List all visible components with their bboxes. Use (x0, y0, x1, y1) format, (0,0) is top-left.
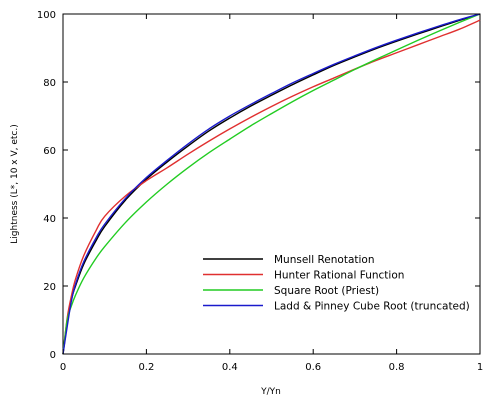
y-tick-label: 80 (43, 78, 56, 89)
x-tick-label: 1 (477, 362, 483, 373)
legend-label: Hunter Rational Function (274, 270, 404, 282)
x-tick-label: 0.4 (222, 362, 238, 373)
x-tick-label: 0.6 (305, 362, 321, 373)
y-tick-label: 100 (37, 10, 56, 21)
legend-label: Square Root (Priest) (274, 285, 379, 297)
y-tick-label: 40 (43, 214, 56, 225)
x-tick-label: 0.2 (138, 362, 154, 373)
x-tick-label: 0.8 (389, 362, 405, 373)
legend: Munsell Renotation Hunter Rational Functi… (203, 254, 470, 313)
y-tick-label: 20 (43, 282, 56, 293)
legend-label: Ladd & Pinney Cube Root (truncated) (274, 301, 470, 313)
ticks-group (62, 13, 481, 355)
y-tick-label: 0 (50, 350, 56, 361)
series-line-3 (62, 13, 481, 355)
legend-label: Munsell Renotation (274, 254, 375, 266)
tick-labels-group: 0 0.2 0.4 0.6 0.8 1 0 20 40 60 80 100 (37, 10, 483, 373)
y-tick-label: 60 (43, 146, 56, 157)
y-axis-label: Lightness (L*, 10 x V, etc.) (10, 124, 20, 243)
series-line-1 (62, 13, 481, 355)
series-line-4 (62, 13, 481, 355)
x-axis-label: Y/Yn (260, 387, 281, 397)
curves-group (62, 13, 481, 355)
x-tick-label: 0 (60, 362, 66, 373)
series-line-2 (62, 19, 481, 355)
plot-frame (62, 13, 481, 355)
